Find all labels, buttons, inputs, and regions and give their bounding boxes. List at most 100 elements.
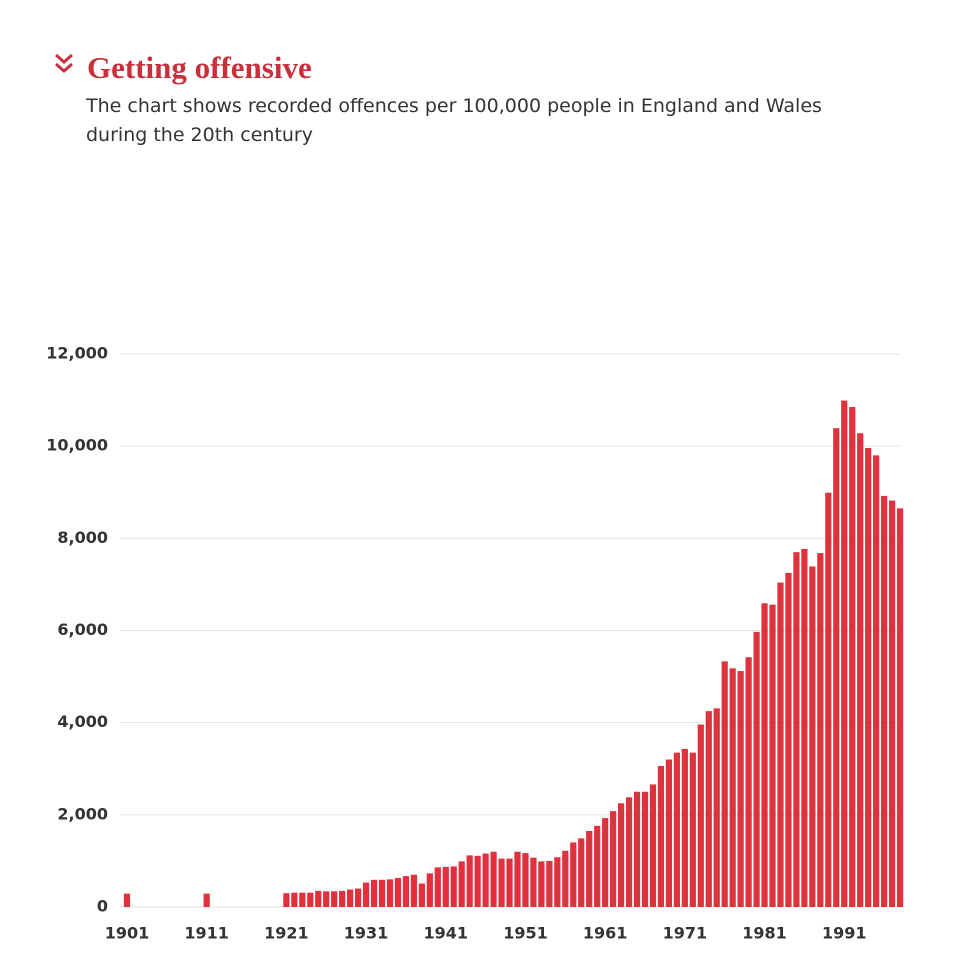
bar (546, 860, 553, 907)
bar (426, 873, 433, 907)
bar (841, 400, 848, 907)
bar (777, 582, 784, 907)
bar (434, 867, 441, 907)
x-tick-label: 1961 (583, 924, 628, 943)
bar (506, 858, 513, 907)
bar (809, 566, 816, 907)
y-tick-label: 0 (97, 897, 108, 916)
bar (514, 851, 521, 907)
bar (203, 893, 210, 907)
bar (617, 803, 625, 907)
bar (737, 671, 744, 907)
bar (402, 876, 410, 907)
bar (291, 892, 298, 907)
bar (633, 791, 641, 907)
bar (594, 825, 601, 907)
y-tick-label: 4,000 (57, 712, 108, 731)
y-tick-label: 6,000 (57, 620, 108, 639)
bar (315, 890, 322, 907)
bar (370, 879, 378, 907)
bar (610, 811, 617, 907)
x-tick-label: 1911 (184, 924, 229, 943)
bar (665, 759, 673, 907)
bar (673, 752, 680, 907)
bar (339, 890, 346, 907)
bar (362, 882, 370, 907)
title-icon (55, 53, 73, 73)
x-tick-label: 1991 (822, 924, 867, 943)
bar (849, 406, 856, 907)
bar (793, 552, 800, 907)
bar (410, 874, 417, 907)
bar (713, 708, 720, 907)
x-tick-label: 1951 (503, 924, 548, 943)
bar (833, 428, 840, 907)
bar (825, 492, 832, 907)
bar (689, 752, 696, 907)
bar (442, 866, 449, 907)
bar (354, 888, 362, 907)
bar (394, 877, 402, 907)
bar (857, 433, 864, 907)
chart-title: Getting offensive (87, 50, 312, 85)
subtitle-box: The chart shows recorded offences per 10… (86, 95, 822, 146)
bar (888, 500, 896, 907)
bar (562, 850, 569, 907)
bar (602, 818, 609, 907)
bar (418, 883, 425, 907)
bar (554, 857, 561, 907)
bar (801, 548, 808, 907)
bar (331, 891, 338, 907)
bar (625, 797, 633, 907)
bar (769, 604, 776, 907)
bar (578, 838, 585, 907)
y-tick-label: 2,000 (57, 804, 108, 823)
bar (283, 893, 290, 907)
bar (705, 711, 712, 907)
chart-subtitle: The chart shows recorded offences per 10… (86, 95, 822, 146)
bar (896, 508, 904, 907)
x-tick-label: 1901 (105, 924, 150, 943)
bar (386, 879, 394, 907)
x-tick-label: 1971 (663, 924, 708, 943)
bar (538, 861, 545, 907)
bar (729, 668, 736, 907)
bar (378, 879, 386, 907)
bar (657, 765, 665, 907)
bar (753, 631, 760, 907)
bar (530, 857, 537, 907)
bar (347, 889, 354, 907)
bar (299, 892, 306, 907)
x-tick-label: 1921 (264, 924, 309, 943)
bar (474, 855, 481, 907)
bar (697, 724, 704, 907)
x-tick-label: 1931 (344, 924, 389, 943)
bar (681, 748, 688, 907)
bar (570, 842, 577, 907)
bar (641, 791, 649, 907)
bar (450, 866, 457, 907)
bar (865, 448, 872, 907)
y-tick-label: 10,000 (46, 436, 108, 455)
bar (817, 553, 824, 907)
bar (873, 455, 880, 907)
x-tick-label: 1981 (742, 924, 787, 943)
bar (466, 855, 473, 907)
y-tick-label: 8,000 (57, 528, 108, 547)
bar (785, 572, 792, 907)
bar (458, 861, 465, 907)
bar (490, 851, 497, 907)
y-tick-label: 12,000 (46, 344, 108, 363)
bar (482, 853, 489, 907)
bar (498, 858, 505, 907)
bar (880, 495, 888, 907)
bar (123, 893, 131, 907)
bar (307, 892, 314, 907)
bar (745, 657, 752, 907)
bar (721, 661, 728, 907)
bar (649, 784, 657, 907)
bar (761, 603, 768, 907)
bar (586, 830, 593, 907)
bar (522, 853, 529, 907)
